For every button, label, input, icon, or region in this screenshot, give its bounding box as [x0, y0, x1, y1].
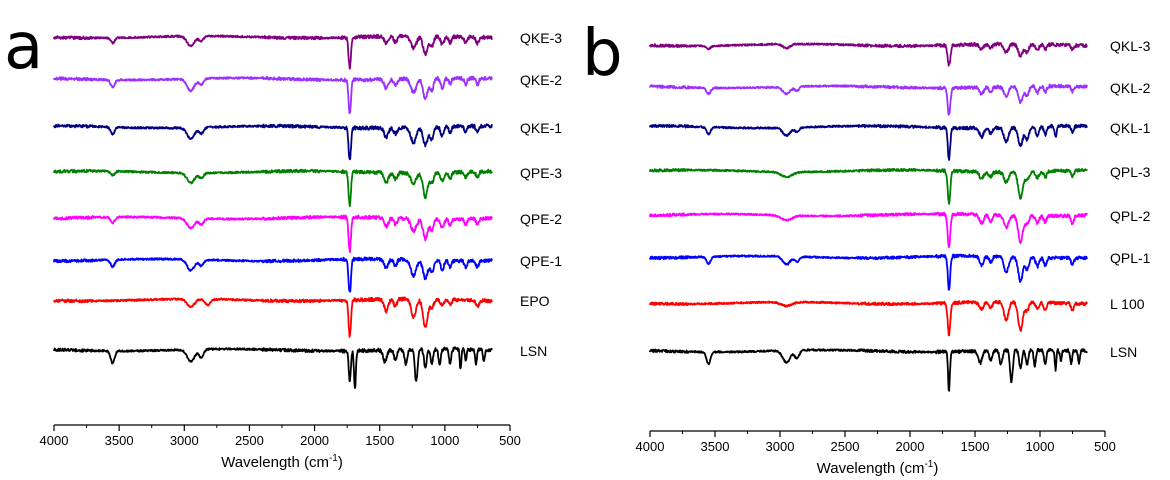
x-axis-title: Wavelength (cm-1)	[817, 459, 939, 477]
x-tick-label: 2000	[896, 439, 925, 454]
spectrum-line-qpl-3	[649, 167, 1088, 205]
panel-letter: a	[4, 10, 43, 84]
spectrum-line-qpe-1	[53, 256, 493, 293]
series-label: QKE-1	[520, 120, 562, 136]
x-axis-title: Wavelength (cm-1)	[221, 453, 343, 471]
x-tick-label: 1500	[365, 433, 394, 448]
x-tick-label: 1000	[1026, 439, 1055, 454]
x-tick-label: 1500	[961, 439, 990, 454]
spectrum-line-l-100	[649, 299, 1088, 337]
series-label: QKL-3	[1110, 38, 1151, 54]
series-label: LSN	[1110, 344, 1137, 360]
x-tick-label: 3000	[170, 433, 199, 448]
series-label: EPO	[520, 293, 550, 309]
series-label: QKE-3	[520, 30, 562, 46]
x-tick-label: 4000	[636, 439, 665, 454]
series-label: QPL-3	[1110, 164, 1151, 180]
x-tick-label: 3000	[766, 439, 795, 454]
spectrum-line-qpl-1	[649, 253, 1088, 291]
spectrum-line-qkl-1	[649, 123, 1088, 161]
x-tick-label: 3500	[105, 433, 134, 448]
series-label: QKL-2	[1110, 80, 1151, 96]
series-label: L 100	[1110, 296, 1145, 312]
x-tick-label: 2000	[300, 433, 329, 448]
spectrum-line-epo	[53, 296, 493, 338]
panel-a: a QKE-3 QKE-2 QKE-1 QPE-3 QPE-2 QPE-1 EPO LSN 400…	[4, 10, 562, 471]
x-tick-label: 4000	[40, 433, 69, 448]
series-label: QPE-2	[520, 211, 562, 227]
x-tick-label: 3500	[701, 439, 730, 454]
panel-b: b QKL-3 QKL-2 QKL-1 QPL-3 QPL-2 QPL-1 L 100 LSN 4…	[582, 17, 1151, 477]
x-tick-label: 1000	[430, 433, 459, 448]
series-label: QPL-1	[1110, 250, 1151, 266]
spectrum-line-qke-3	[53, 33, 493, 70]
spectrum-line-qpl-2	[649, 211, 1088, 249]
x-tick-label: 2500	[235, 433, 264, 448]
spectrum-line-qpe-3	[53, 168, 493, 208]
series-label: QKL-1	[1110, 120, 1151, 136]
x-tick-label: 2500	[831, 439, 860, 454]
spectrum-line-qkl-2	[649, 83, 1088, 116]
series-label: QKE-2	[520, 72, 562, 88]
spectrum-line-qke-2	[53, 75, 493, 115]
spectrum-line-lsn	[53, 346, 493, 389]
spectrum-line-qpe-2	[53, 214, 493, 254]
spectrum-line-qkl-3	[649, 41, 1088, 67]
series-label: QPE-3	[520, 165, 562, 181]
series-label: QPE-1	[520, 253, 562, 269]
panel-letter: b	[582, 17, 623, 91]
spectrum-line-qke-1	[53, 123, 493, 161]
x-tick-label: 500	[1094, 439, 1116, 454]
x-tick-label: 500	[499, 433, 521, 448]
series-label: QPL-2	[1110, 208, 1151, 224]
series-label: LSN	[520, 343, 547, 359]
spectrum-line-lsn	[649, 347, 1088, 392]
